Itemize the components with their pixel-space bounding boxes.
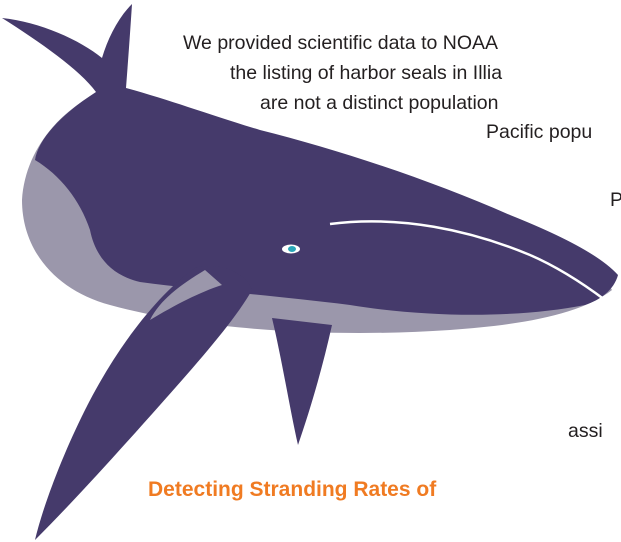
section-heading: Detecting Stranding Rates of <box>148 478 436 502</box>
second-fin <box>272 318 332 445</box>
whale-pupil <box>288 246 296 252</box>
whale-illustration <box>0 0 621 542</box>
page: We provided scientific data to NOAA the … <box>0 0 621 542</box>
